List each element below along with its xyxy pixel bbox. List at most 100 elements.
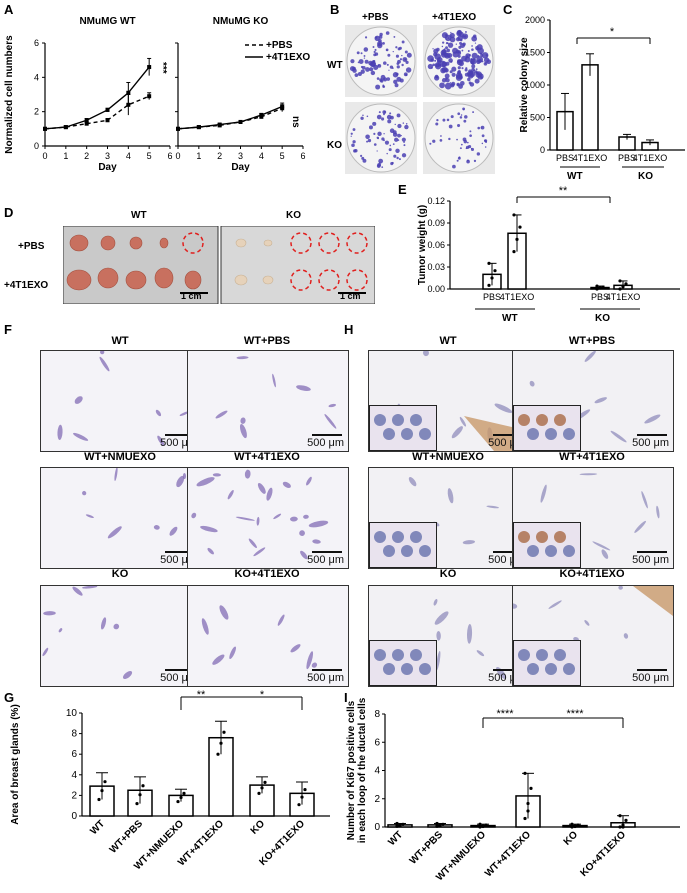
colony [353, 149, 357, 153]
colony [369, 67, 374, 72]
a-ytick-label: 0 [34, 141, 39, 151]
colony [444, 68, 449, 73]
scale-bar [493, 551, 523, 553]
colony [365, 67, 370, 72]
colony [405, 67, 412, 73]
colony [471, 52, 478, 59]
colony [386, 152, 388, 155]
colony [362, 158, 367, 163]
inset-cell [401, 545, 413, 557]
tissue-duct [212, 654, 225, 665]
zoom-inset [369, 405, 437, 451]
colony [350, 59, 355, 64]
colony [470, 147, 475, 151]
chartG-dot [176, 799, 180, 804]
h-histology-image: 500 μm [512, 467, 674, 569]
chartI-dot [438, 824, 442, 828]
f-caption: WT+NMUEXO [84, 451, 156, 463]
colony [404, 124, 409, 130]
colony [440, 67, 446, 74]
colony [439, 138, 443, 142]
a-annotation-0: *** [157, 62, 168, 74]
colony [386, 77, 391, 81]
a-xtick-label-0: 3 [105, 151, 110, 161]
tissue-duct [72, 586, 83, 596]
colony [481, 52, 489, 59]
a-ytick-label: 4 [34, 72, 39, 82]
tissue-duct [306, 651, 314, 670]
tissue-duct [122, 671, 133, 679]
h-caption: WT [439, 335, 457, 347]
tissue-duct [584, 351, 596, 362]
d-row-4t1exo: +4T1EXO [4, 280, 49, 291]
tissue-duct [494, 403, 513, 413]
chartE-category: PBS [483, 292, 501, 302]
inset-cell [419, 428, 431, 440]
colony [452, 164, 456, 169]
colony [406, 52, 412, 58]
tissue-duct [82, 490, 87, 496]
colony [432, 139, 436, 143]
chartG-dot [135, 802, 139, 806]
chartI-dot [570, 825, 574, 829]
c-sig: * [610, 26, 615, 38]
e-sig: ** [559, 185, 568, 197]
colony [357, 71, 362, 76]
chartI-category: KO+4T1EXO [578, 829, 628, 879]
colony [439, 82, 445, 89]
colony [434, 62, 440, 68]
chartC-category: 4T1EXO [633, 153, 668, 163]
d-ko-label: KO [286, 210, 301, 221]
colony [435, 122, 439, 126]
colony [364, 36, 368, 39]
colony [461, 67, 464, 70]
tissue-duct [601, 549, 609, 559]
colony [485, 54, 489, 57]
chartE-ytick-label: 0.00 [427, 284, 445, 294]
chartI-dot [576, 823, 580, 827]
colony [381, 117, 385, 121]
colony [403, 144, 406, 147]
tissue-duct [176, 475, 185, 488]
colony [399, 58, 403, 61]
chartE-dot [515, 237, 519, 241]
tissue-duct [113, 623, 120, 630]
tissue-duct [434, 611, 449, 625]
chartG-dot [100, 788, 104, 793]
chartG-category: WT+PBS [108, 818, 146, 856]
f-histology-image: 500 μm [187, 350, 349, 452]
colony [448, 137, 451, 141]
colony [463, 108, 465, 111]
colony [376, 114, 382, 120]
colony [434, 59, 437, 62]
scale-bar [312, 434, 342, 436]
tissue-duct [594, 397, 607, 404]
colony [444, 34, 452, 42]
h-histology-image: 500 μm [368, 350, 530, 452]
colony [459, 38, 463, 42]
panel-label-b: B [330, 2, 340, 17]
chartI-dot [523, 816, 527, 821]
h-caption: WT+PBS [568, 335, 616, 347]
colony [465, 53, 471, 59]
d-row-pbs: +PBS [18, 241, 45, 252]
chartI-category: KO [562, 829, 581, 848]
chartG-dot [216, 752, 220, 756]
chartI-dot [573, 824, 577, 829]
colony [436, 56, 443, 63]
zoom-inset [513, 522, 581, 568]
chartC-ytick-label: 0 [540, 145, 545, 155]
chartI-dot [526, 801, 530, 806]
colony [390, 162, 394, 166]
tissue-duct [312, 539, 321, 544]
chartE-dot [624, 282, 628, 286]
colony [456, 138, 458, 141]
colony [473, 159, 477, 163]
colony [358, 59, 364, 64]
d-scale-wt: 1 cm [181, 291, 202, 301]
a-xtick-label-0: 1 [63, 151, 68, 161]
tissue-duct [290, 516, 298, 522]
colony [484, 146, 487, 148]
colony [442, 118, 446, 122]
e-group-wt: WT [502, 313, 518, 324]
